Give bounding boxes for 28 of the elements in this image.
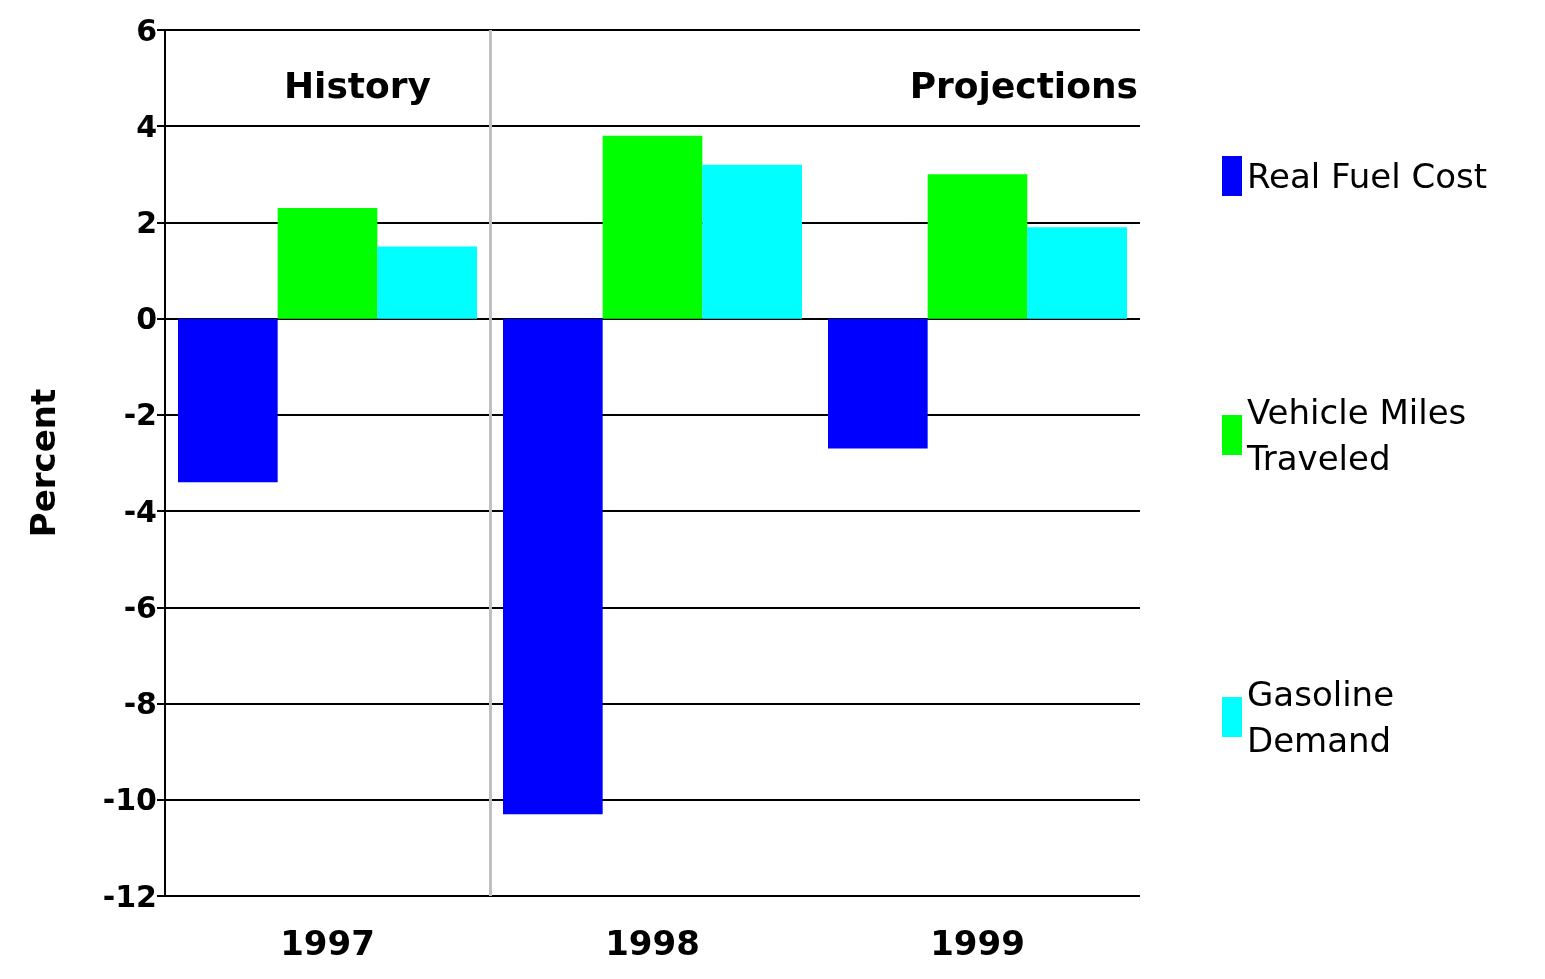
- y-tick-label: 2: [136, 204, 157, 240]
- y-tick-label: -4: [123, 493, 157, 529]
- x-tick-label: 1998: [605, 923, 700, 963]
- y-tick-label: -6: [123, 589, 157, 625]
- y-tick-label: 4: [136, 108, 157, 144]
- annotation: History: [283, 64, 432, 106]
- x-tick-label: 1997: [280, 923, 375, 963]
- y-tick-label: 0: [136, 301, 157, 337]
- y-tick-label: -10: [102, 782, 157, 818]
- x-tick-label: 1999: [930, 923, 1025, 963]
- y-axis-title: Percent: [23, 388, 63, 538]
- bar: [277, 208, 378, 319]
- bar: [602, 135, 703, 319]
- y-tick-label: -2: [123, 397, 157, 433]
- annotation: Projections: [909, 64, 1138, 106]
- y-tick-label: 6: [136, 12, 157, 48]
- bar: [503, 318, 603, 815]
- legend-label: Real Fuel Cost: [1247, 156, 1488, 196]
- legend-label: Vehicle Miles Traveled: [1246, 392, 1478, 478]
- y-tick-label: -12: [102, 878, 157, 914]
- bar: [702, 164, 802, 319]
- bar: [377, 246, 477, 319]
- bar: [1027, 227, 1127, 319]
- y-tick-label: -8: [123, 686, 157, 722]
- bar: [927, 174, 1028, 319]
- bar: [828, 318, 928, 449]
- bar: [178, 318, 278, 483]
- legend-label: Gasoline Demand: [1247, 674, 1405, 760]
